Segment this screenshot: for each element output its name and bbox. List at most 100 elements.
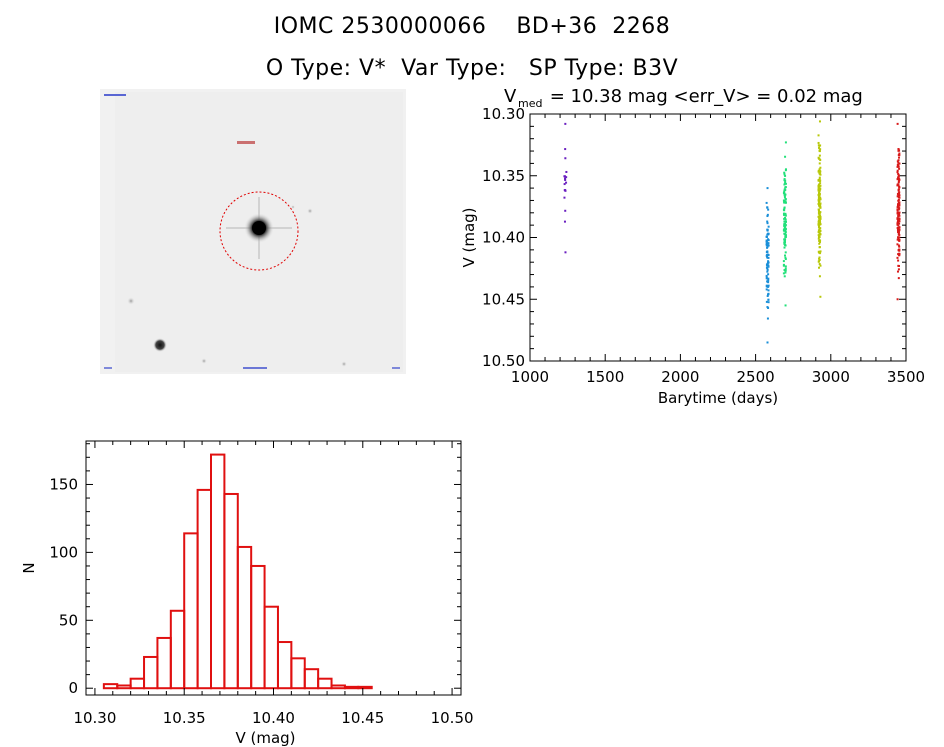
data-point xyxy=(818,216,821,219)
data-point xyxy=(784,218,787,221)
data-point xyxy=(897,149,900,152)
data-point xyxy=(817,157,820,160)
data-point xyxy=(783,246,786,249)
data-point xyxy=(896,171,899,174)
data-point xyxy=(819,206,822,209)
data-point xyxy=(784,251,787,254)
data-point xyxy=(766,245,769,248)
data-point xyxy=(818,193,821,196)
data-point xyxy=(766,228,769,231)
data-point xyxy=(897,184,900,187)
data-point xyxy=(817,193,820,196)
lightcurve-title: V med = 10.38 mag <err_V> = 0.02 mag xyxy=(504,86,863,110)
data-point xyxy=(766,242,769,245)
data-point xyxy=(898,167,901,170)
data-point xyxy=(817,169,820,172)
data-point xyxy=(819,223,822,226)
data-point xyxy=(782,192,785,195)
data-point xyxy=(564,148,567,151)
data-point xyxy=(818,256,821,259)
data-point xyxy=(564,177,567,180)
data-point xyxy=(783,194,786,197)
data-point xyxy=(897,224,900,227)
data-point xyxy=(767,277,770,280)
lightcurve-title-v: V xyxy=(504,86,517,107)
x-tick-label: 10.50 xyxy=(431,709,474,727)
data-point xyxy=(783,229,786,232)
data-point xyxy=(817,260,820,263)
data-point xyxy=(817,199,820,202)
data-point xyxy=(817,195,820,198)
data-point xyxy=(766,255,769,258)
data-point xyxy=(818,196,821,199)
data-point xyxy=(817,250,820,253)
data-point xyxy=(819,182,822,185)
finder-corner-label xyxy=(104,94,126,96)
data-point xyxy=(765,201,768,204)
lightcurve-chart: V med = 10.38 mag <err_V> = 0.02 mag 100… xyxy=(460,86,925,407)
data-point xyxy=(898,211,901,214)
data-point xyxy=(818,222,821,225)
data-point xyxy=(784,174,787,177)
data-point xyxy=(818,201,821,204)
data-point xyxy=(817,211,820,214)
data-point xyxy=(896,220,899,223)
histogram-bar xyxy=(183,532,199,690)
data-point xyxy=(765,240,768,243)
data-point xyxy=(898,196,901,199)
y-tick-label: 50 xyxy=(59,611,78,629)
data-point xyxy=(817,231,820,234)
series-2 xyxy=(765,187,770,344)
y-tick-label: 10.30 xyxy=(482,105,525,123)
data-point xyxy=(766,280,769,283)
data-point xyxy=(817,220,820,223)
x-tick-label: 10.45 xyxy=(341,709,384,727)
data-point xyxy=(818,218,821,221)
data-point xyxy=(897,164,900,167)
data-point xyxy=(896,270,899,273)
data-point xyxy=(898,218,901,221)
data-point xyxy=(818,162,821,165)
y-axis-label: V (mag) xyxy=(460,207,478,267)
histogram-bar xyxy=(223,492,239,690)
y-tick-label: 150 xyxy=(49,475,78,493)
data-point xyxy=(784,244,787,247)
data-point xyxy=(896,298,899,301)
data-point xyxy=(818,146,821,149)
data-point xyxy=(766,246,769,249)
data-point xyxy=(765,288,768,291)
data-point xyxy=(563,220,566,223)
data-point xyxy=(818,258,821,261)
data-point xyxy=(767,306,770,309)
data-point xyxy=(897,253,900,256)
data-point xyxy=(565,181,568,184)
data-point xyxy=(896,169,899,172)
field-star-faint xyxy=(291,205,295,209)
data-point xyxy=(784,229,787,232)
data-point xyxy=(818,214,821,217)
data-point xyxy=(897,161,900,164)
data-point xyxy=(765,276,768,279)
data-point xyxy=(784,231,787,234)
data-point xyxy=(819,148,822,151)
series-4 xyxy=(817,120,822,298)
data-point xyxy=(898,185,901,188)
data-point xyxy=(564,251,567,254)
data-point xyxy=(784,188,787,191)
finder-bottom-label xyxy=(243,367,267,369)
data-point xyxy=(766,251,769,254)
data-point xyxy=(896,211,899,214)
data-point xyxy=(784,216,787,219)
data-point xyxy=(818,172,821,175)
data-point xyxy=(896,222,899,225)
data-point xyxy=(783,232,786,235)
histogram-plot-area: 10.30 10.35 10.40 10.45 10.50 0 50 100 150 V (mag… xyxy=(20,440,474,747)
histogram-bar xyxy=(263,605,279,690)
data-point xyxy=(784,181,787,184)
data-point xyxy=(783,171,786,174)
data-point xyxy=(563,189,566,192)
histogram-bar xyxy=(210,453,226,690)
data-point xyxy=(897,193,900,196)
data-point xyxy=(818,232,821,235)
y-tick-label: 10.40 xyxy=(482,229,525,247)
